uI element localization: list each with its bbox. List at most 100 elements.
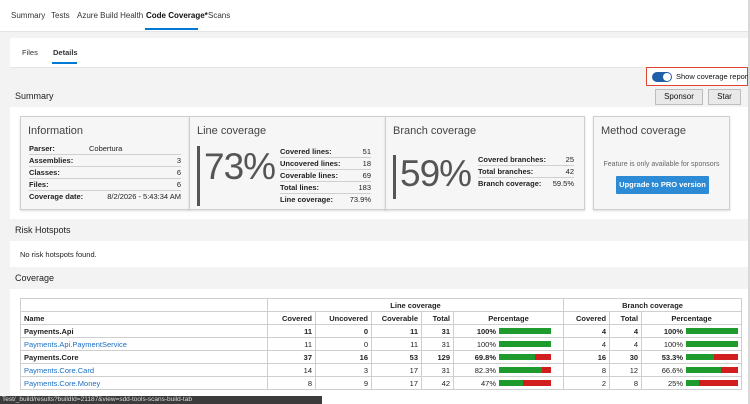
tab-summary[interactable]: Summary bbox=[11, 11, 46, 20]
stat-key: Uncovered lines: bbox=[280, 159, 341, 168]
cell-name: Payments.Api bbox=[20, 324, 268, 338]
class-link[interactable]: Payments.Core.Money bbox=[24, 378, 101, 388]
sponsor-button[interactable]: Sponsor bbox=[655, 89, 703, 105]
class-row: Payments.Api.PaymentService 11 0 11 31 100% 4 4… bbox=[20, 337, 743, 351]
cell-total: 31 bbox=[421, 337, 454, 351]
info-key: Assemblies: bbox=[29, 156, 74, 165]
subtab-files[interactable]: Files bbox=[22, 48, 38, 57]
coverage-bar-covered bbox=[499, 341, 551, 347]
col-covered[interactable]: Covered bbox=[267, 311, 316, 325]
stat-value: 59.5% bbox=[552, 179, 574, 188]
cell-percentage: 47% bbox=[452, 376, 565, 390]
stat-value: 42 bbox=[565, 167, 574, 176]
cell-covered: 8 bbox=[267, 376, 316, 390]
cell-branch-covered: 2 bbox=[563, 376, 611, 390]
scrollbar-edge[interactable] bbox=[748, 0, 750, 404]
tab-scans[interactable]: Scans bbox=[208, 11, 231, 20]
stat-value: 25 bbox=[565, 155, 574, 164]
cell-total: 129 bbox=[421, 350, 454, 364]
coverage-bar-covered bbox=[499, 367, 542, 373]
line-coverage-bar bbox=[197, 146, 200, 206]
coverage-bar-covered bbox=[686, 380, 700, 386]
cell-coverable: 11 bbox=[371, 337, 422, 351]
show-coverage-report-toggle[interactable]: Show coverage report bbox=[646, 67, 749, 86]
percentage-wrap: 100% bbox=[457, 340, 560, 349]
col-branch-percentage[interactable]: Percentage bbox=[641, 311, 743, 325]
info-row-classes: Classes: 6 bbox=[29, 168, 181, 179]
group-header-empty bbox=[20, 298, 268, 312]
cell-percentage: 100% bbox=[452, 324, 565, 338]
assembly-name: Payments.Core bbox=[24, 352, 79, 362]
cell-percentage: 69.8% bbox=[452, 350, 565, 364]
info-value: 6 bbox=[176, 180, 181, 189]
info-row-coverage-date: Coverage date: 8/2/2026 - 5:43:34 AM bbox=[29, 192, 181, 203]
stat-row: Branch coverage: 59.5% bbox=[478, 179, 574, 190]
assembly-name: Payments.Api bbox=[24, 326, 74, 336]
coverage-bar-covered bbox=[499, 380, 523, 386]
stat-value: 51 bbox=[362, 147, 371, 156]
percentage-wrap: 82.3% bbox=[457, 366, 560, 375]
risk-hotspots-header: Risk Hotspots bbox=[10, 220, 748, 241]
line-coverage-title: Line coverage bbox=[197, 125, 267, 137]
cell-branch-total: 8 bbox=[609, 376, 643, 390]
col-branch-covered[interactable]: Covered bbox=[563, 311, 611, 325]
upgrade-pro-button[interactable]: Upgrade to PRO version bbox=[616, 176, 709, 194]
stat-value: 183 bbox=[358, 183, 371, 192]
method-coverage-title: Method coverage bbox=[601, 125, 686, 137]
tab-azure-build-health[interactable]: Azure Build Health bbox=[77, 11, 144, 20]
coverage-bar-uncovered bbox=[535, 354, 551, 360]
info-key: Files: bbox=[29, 180, 49, 189]
class-link[interactable]: Payments.Core.Card bbox=[24, 365, 95, 375]
cell-name: Payments.Core.Card bbox=[20, 363, 268, 377]
coverage-table-body: Payments.Api 11 0 11 31 100% 4 4 100% Payments.Ap… bbox=[20, 324, 743, 390]
coverage-bar-covered bbox=[686, 341, 739, 347]
sub-tabs: Files Details bbox=[10, 38, 748, 68]
coverage-bar-uncovered bbox=[714, 354, 739, 360]
tab-tests[interactable]: Tests bbox=[51, 11, 70, 20]
coverage-section: Line coverage Branch coverage Name Cover… bbox=[10, 289, 748, 404]
percentage-value: 100% bbox=[476, 339, 496, 349]
class-link[interactable]: Payments.Api.PaymentService bbox=[24, 339, 127, 349]
percentage-wrap: 25% bbox=[645, 379, 739, 388]
col-total[interactable]: Total bbox=[421, 311, 454, 325]
group-header-branch-coverage: Branch coverage bbox=[563, 298, 743, 312]
coverage-bar bbox=[499, 341, 551, 347]
coverage-bar-covered bbox=[686, 328, 739, 334]
percentage-value: 100% bbox=[476, 326, 496, 336]
branch-coverage-percent: 59% bbox=[400, 153, 472, 194]
col-uncovered[interactable]: Uncovered bbox=[315, 311, 372, 325]
toggle-switch[interactable] bbox=[652, 72, 672, 82]
stat-key: Covered lines: bbox=[280, 147, 332, 156]
coverage-bar bbox=[499, 380, 551, 386]
info-row-assemblies: Assemblies: 3 bbox=[29, 156, 181, 167]
star-button[interactable]: Star bbox=[708, 89, 741, 105]
cell-branch-percentage: 25% bbox=[641, 376, 743, 390]
coverage-bar-covered bbox=[499, 328, 551, 334]
cell-branch-covered: 16 bbox=[563, 350, 611, 364]
percentage-wrap: 100% bbox=[645, 340, 739, 349]
assembly-row: Payments.Core 37 16 53 129 69.8% 16 30 53.3% bbox=[20, 350, 743, 364]
tab-code-coverage[interactable]: Code Coverage* bbox=[146, 11, 208, 20]
col-name[interactable]: Name bbox=[20, 311, 268, 325]
col-percentage[interactable]: Percentage bbox=[452, 311, 565, 325]
coverage-bar bbox=[499, 328, 551, 334]
stat-row: Total lines: 183 bbox=[280, 183, 371, 194]
cell-percentage: 100% bbox=[452, 337, 565, 351]
cell-uncovered: 9 bbox=[315, 376, 372, 390]
coverage-bar-uncovered bbox=[542, 367, 551, 373]
cell-name: Payments.Core.Money bbox=[20, 376, 268, 390]
cell-uncovered: 0 bbox=[315, 337, 372, 351]
line-coverage-percent: 73% bbox=[204, 146, 276, 187]
stat-value: 73.9% bbox=[349, 195, 371, 204]
cell-percentage: 82.3% bbox=[452, 363, 565, 377]
line-coverage-card: Line coverage 73% Covered lines: 51 Uncov… bbox=[189, 116, 386, 210]
col-branch-total[interactable]: Total bbox=[609, 311, 643, 325]
stat-row: Line coverage: 73.9% bbox=[280, 195, 371, 206]
cell-covered: 11 bbox=[267, 324, 316, 338]
subtab-details[interactable]: Details bbox=[53, 48, 78, 57]
cell-branch-total: 4 bbox=[609, 324, 643, 338]
coverage-bar-covered bbox=[686, 367, 722, 373]
coverage-bar bbox=[686, 354, 739, 360]
col-coverable[interactable]: Coverable bbox=[371, 311, 422, 325]
cell-uncovered: 16 bbox=[315, 350, 372, 364]
